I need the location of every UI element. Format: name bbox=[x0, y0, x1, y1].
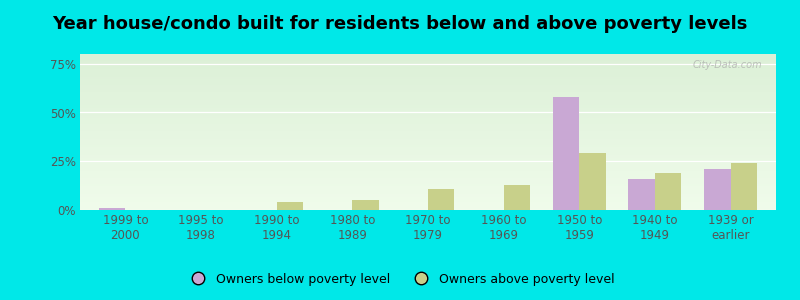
Bar bbox=[428, 188, 454, 210]
Bar bbox=[99, 208, 126, 210]
Text: City-Data.com: City-Data.com bbox=[693, 60, 762, 70]
Legend: Owners below poverty level, Owners above poverty level: Owners below poverty level, Owners above… bbox=[181, 268, 619, 291]
Bar bbox=[277, 202, 303, 210]
Bar bbox=[704, 169, 730, 210]
Bar bbox=[655, 173, 682, 210]
Bar bbox=[730, 163, 757, 210]
Bar bbox=[629, 179, 655, 210]
Bar bbox=[504, 184, 530, 210]
Bar bbox=[352, 200, 379, 210]
Text: Year house/condo built for residents below and above poverty levels: Year house/condo built for residents bel… bbox=[52, 15, 748, 33]
Bar bbox=[553, 97, 579, 210]
Bar bbox=[579, 153, 606, 210]
